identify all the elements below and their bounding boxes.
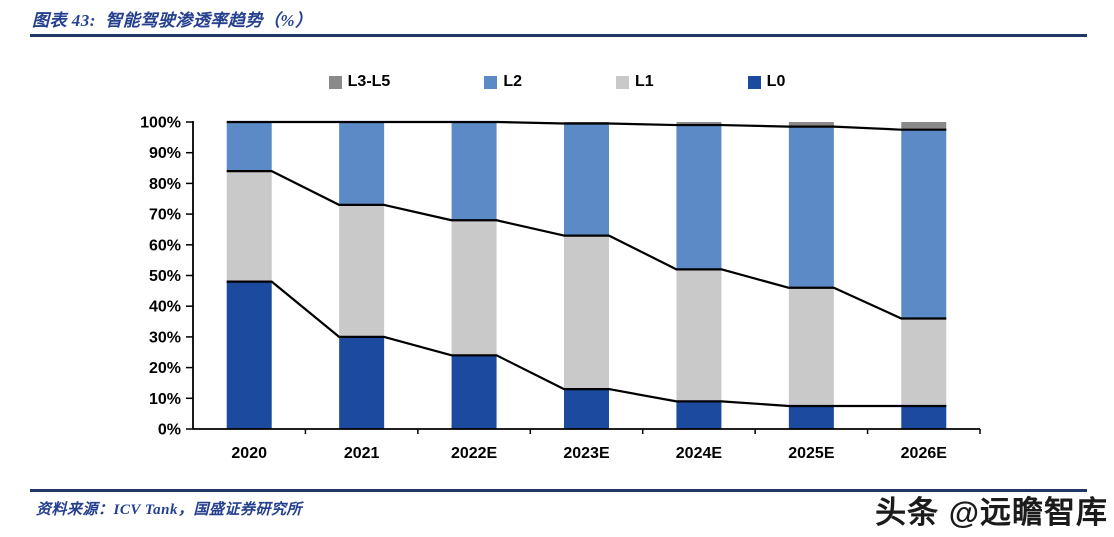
bar-2022E-l1 <box>451 220 497 356</box>
watermark: 头条 @远瞻智库 <box>875 495 1108 530</box>
legend-item-l0: L0 <box>747 73 786 90</box>
legend-item-l1: L1 <box>616 74 654 90</box>
bar-2024E-l1 <box>676 269 722 402</box>
source-note: 资料来源：ICV Tank，国盛证券研究所 <box>36 502 302 518</box>
bar-2020-l2 <box>226 122 272 172</box>
x-category-label: 2025E <box>788 445 835 462</box>
x-category-label: 2024E <box>676 445 723 462</box>
bar-2021-l0 <box>339 336 385 429</box>
y-tick-label: 60% <box>149 237 181 254</box>
bar-2025E-l0 <box>788 405 834 429</box>
y-tick-label: 20% <box>149 360 181 377</box>
boundary-line-l2_top <box>226 120 947 131</box>
legend-label: L2 <box>503 73 522 90</box>
legend-item-l2: L2 <box>484 74 522 90</box>
bar-2025E-l1 <box>788 287 834 406</box>
bar-2021-l1 <box>339 204 385 337</box>
legend-label: L1 <box>635 73 654 90</box>
figure-title: 图表 43: 智能驾驶渗透率趋势（%） <box>32 11 313 30</box>
bar-2020-l0 <box>226 281 272 429</box>
chart-legend: L3-L5 L2 L1 L0 <box>0 74 1114 90</box>
bar-2026E-l2 <box>901 129 947 319</box>
bar-2020-l1 <box>226 171 272 282</box>
boundary-line-l1_top <box>226 170 947 320</box>
legend-marker-l0 <box>747 75 761 89</box>
bar-2023E-l1 <box>564 235 609 390</box>
bar-2025E-l2 <box>788 126 834 288</box>
y-tick-label: 50% <box>149 268 181 285</box>
bar-2022E-l0 <box>451 355 497 429</box>
bar-2024E-l3-l5 <box>676 122 722 126</box>
legend-label: L0 <box>766 73 786 90</box>
bar-2026E-l3-l5 <box>901 122 947 130</box>
legend-marker-l1 <box>616 75 629 89</box>
legend-marker-l3-l5 <box>328 75 342 89</box>
bar-2023E-l2 <box>564 123 609 236</box>
y-tick-label: 70% <box>149 207 181 224</box>
bar-2024E-l2 <box>676 125 722 270</box>
bar-2026E-l0 <box>901 405 947 429</box>
x-category-label: 2022E <box>451 445 498 462</box>
title-divider <box>30 34 1087 37</box>
stacked-bar-chart: 0% 10% 20% 30% 40% 50% 60% 70% 80% 90% 100% 2020 202… <box>140 115 981 462</box>
y-tick-label: 100% <box>140 115 181 132</box>
bar-2022E-l2 <box>451 122 497 221</box>
y-tick-label: 30% <box>149 329 181 346</box>
x-category-label: 2021 <box>344 445 380 462</box>
footer-divider <box>30 489 1087 492</box>
legend-item-l3-l5: L3-L5 <box>328 73 391 90</box>
boundary-line-l0_top <box>226 280 947 408</box>
x-category-label: 2020 <box>231 445 267 462</box>
y-tick-label: 90% <box>149 145 181 162</box>
bar-2023E-l0 <box>564 389 609 429</box>
bar-2021-l2 <box>339 122 385 205</box>
y-tick-label: 40% <box>149 299 181 316</box>
bar-2025E-l3-l5 <box>788 122 834 127</box>
y-tick-label: 0% <box>158 422 181 439</box>
x-category-label: 2023E <box>563 445 610 462</box>
x-category-label: 2026E <box>901 445 948 462</box>
legend-label: L3-L5 <box>347 73 391 90</box>
bar-2024E-l0 <box>676 401 722 429</box>
bar-2026E-l1 <box>901 318 947 406</box>
legend-marker-l2 <box>484 75 498 89</box>
y-tick-label: 80% <box>149 176 181 193</box>
y-tick-label: 10% <box>149 391 181 408</box>
